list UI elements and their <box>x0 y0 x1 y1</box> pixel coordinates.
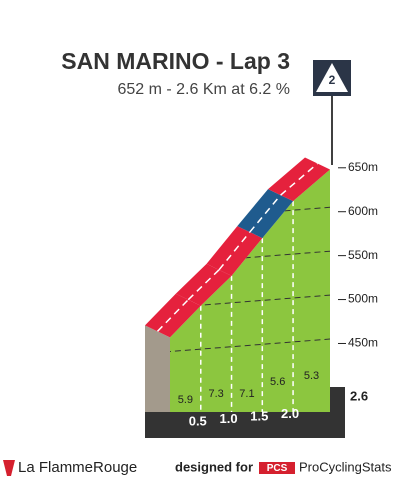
x-tick-label: 0.5 <box>189 413 207 428</box>
base-bar <box>145 387 345 438</box>
x-tick-label: 1.0 <box>219 411 237 426</box>
pcs-logo <box>259 462 295 474</box>
x-tick-label: 1.5 <box>250 408 268 423</box>
gradient-label: 7.3 <box>209 388 224 400</box>
band-dash <box>156 299 189 332</box>
y-tick-label: 450m <box>348 336 378 350</box>
gradient-label: 7.1 <box>239 388 254 400</box>
pcs-text: PCS <box>267 463 288 474</box>
band-dash <box>280 162 318 196</box>
designed-for: designed for <box>175 459 253 474</box>
gradient-label: 5.6 <box>270 376 285 388</box>
chart-subtitle: 652 m - 2.6 Km at 6.2 % <box>117 81 290 98</box>
marker-triangle <box>316 63 348 92</box>
gradient-label: 5.9 <box>178 394 193 406</box>
marker-category: 2 <box>329 73 336 87</box>
site: ProCyclingStats <box>299 459 392 474</box>
y-tick-label: 600m <box>348 204 378 218</box>
chart-title: SAN MARINO - Lap 3 <box>61 48 290 74</box>
y-tick-label: 650m <box>348 160 378 174</box>
slope-band <box>145 293 201 338</box>
brand: La FlammeRouge <box>18 459 137 476</box>
total-distance: 2.6 <box>350 388 368 403</box>
band-dash <box>218 231 251 271</box>
footer: La FlammeRouge designed for PCS ProCycli… <box>3 459 392 476</box>
grid-line <box>170 336 330 354</box>
side-face <box>145 325 170 412</box>
base-end <box>330 387 345 438</box>
y-tick-label: 500m <box>348 292 378 306</box>
gradient-label: 5.3 <box>304 370 319 382</box>
brand-logo <box>3 460 15 476</box>
profile-face <box>170 169 330 412</box>
slope-band <box>175 263 232 306</box>
y-tick-label: 550m <box>348 248 378 262</box>
x-tick-label: 2.0 <box>281 406 299 421</box>
band-dash <box>249 194 282 233</box>
